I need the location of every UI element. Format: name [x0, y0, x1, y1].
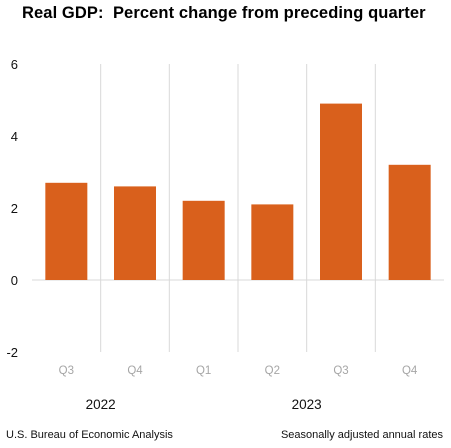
bar — [320, 103, 362, 280]
bar — [45, 182, 88, 280]
bar — [388, 164, 431, 280]
bar — [251, 204, 294, 280]
x-tick-label: Q3 — [59, 365, 74, 377]
y-tick-label: 0 — [11, 273, 18, 288]
x-tick-label: Q1 — [196, 365, 211, 377]
year-label: 2023 — [292, 397, 322, 412]
x-tick-label: Q2 — [265, 365, 280, 377]
y-tick-label: -2 — [6, 345, 18, 360]
chart-title: Real GDP: Percent change from preceding … — [22, 4, 426, 22]
y-tick-label: 4 — [11, 129, 18, 144]
x-tick-label: Q4 — [402, 365, 418, 377]
x-tick-label: Q3 — [333, 365, 348, 377]
source-note: U.S. Bureau of Economic Analysis — [6, 429, 173, 441]
adjustment-note: Seasonally adjusted annual rates — [280, 429, 443, 441]
y-tick-label: 2 — [11, 201, 18, 216]
bar — [114, 186, 156, 280]
y-tick-label: 6 — [11, 57, 18, 72]
x-tick-label: Q4 — [127, 365, 143, 377]
bar — [182, 200, 225, 280]
year-label: 2022 — [86, 397, 116, 412]
